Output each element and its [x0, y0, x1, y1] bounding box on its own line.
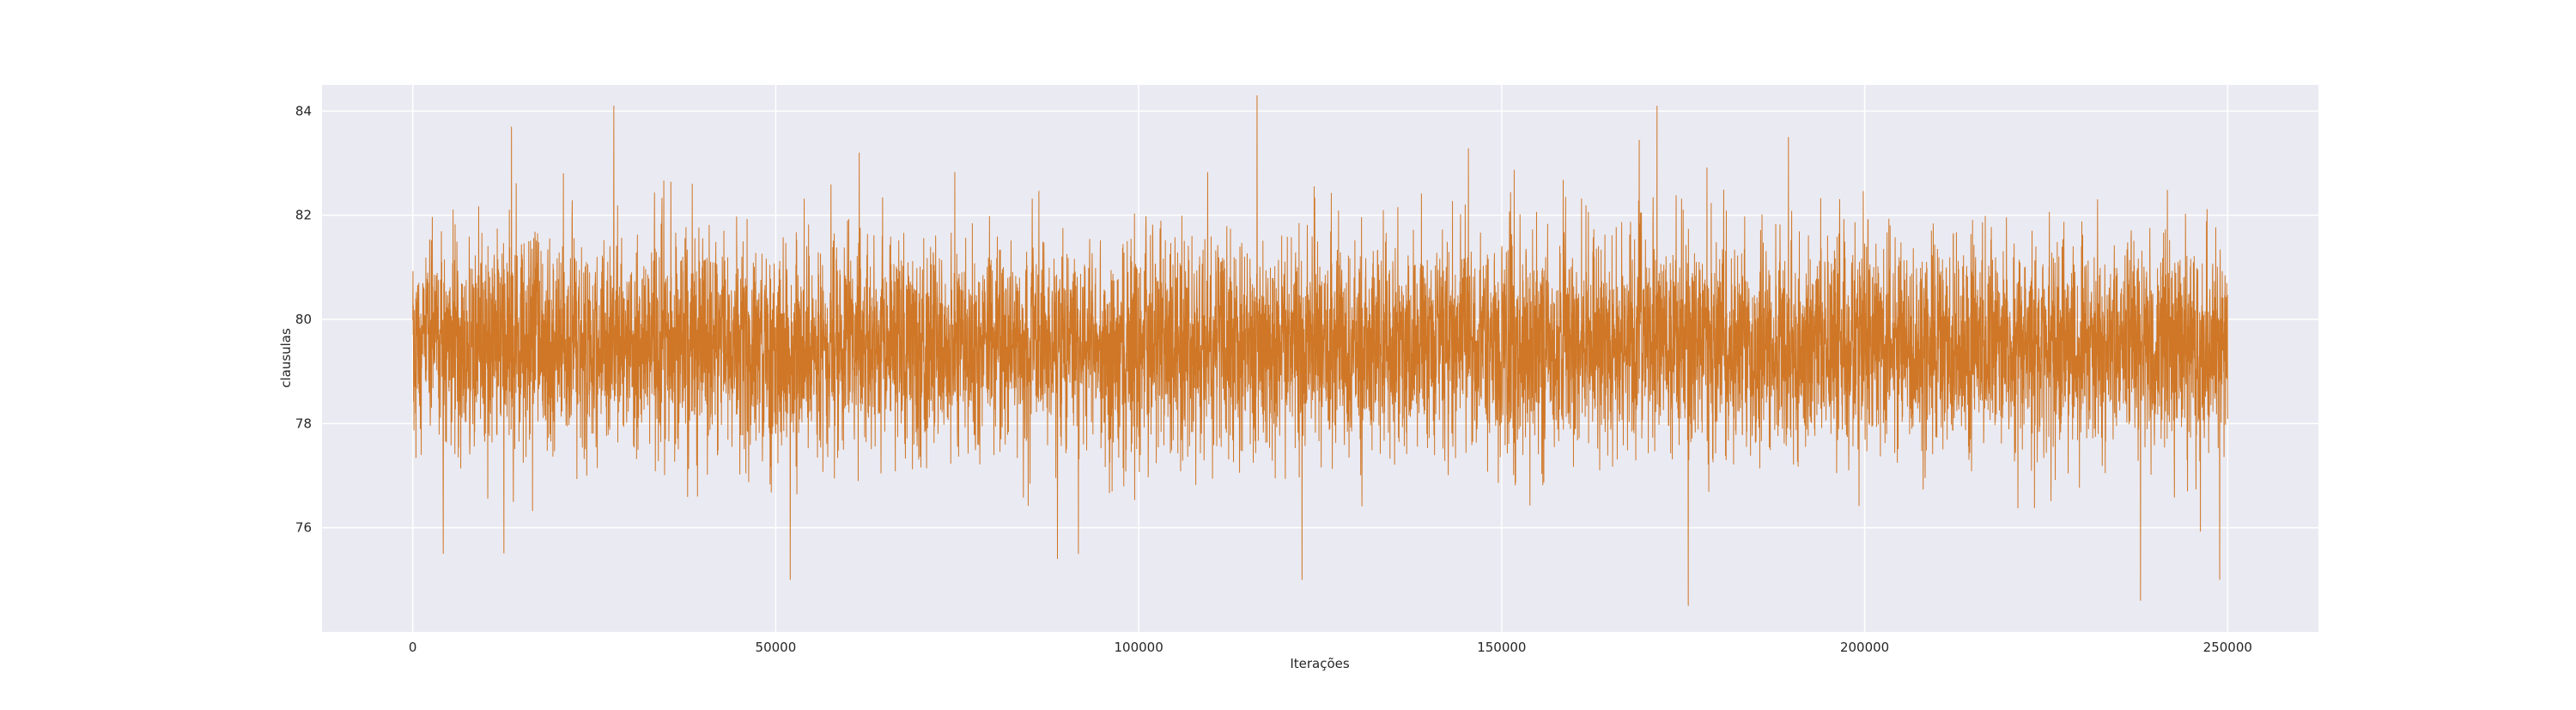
y-tick-label: 84 [295, 103, 312, 118]
y-tick-label: 80 [295, 312, 312, 327]
series-line [412, 95, 2228, 606]
y-tick-label: 76 [295, 520, 312, 536]
y-tick-labels: 76 78 80 82 84 [295, 103, 312, 535]
y-tick-label: 78 [295, 416, 312, 431]
x-tick-label: 0 [409, 640, 417, 655]
x-axis-label: Iterações [1290, 656, 1350, 671]
x-tick-label: 150000 [1477, 640, 1526, 655]
x-tick-labels: 0 50000 100000 150000 200000 250000 [409, 640, 2252, 655]
x-tick-label: 250000 [2203, 640, 2252, 655]
x-tick-label: 100000 [1115, 640, 1163, 655]
y-axis-label: clausulas [278, 328, 294, 388]
x-tick-label: 50000 [756, 640, 797, 655]
x-tick-label: 200000 [1840, 640, 1889, 655]
y-tick-label: 82 [295, 208, 312, 223]
series-path [412, 95, 2228, 606]
